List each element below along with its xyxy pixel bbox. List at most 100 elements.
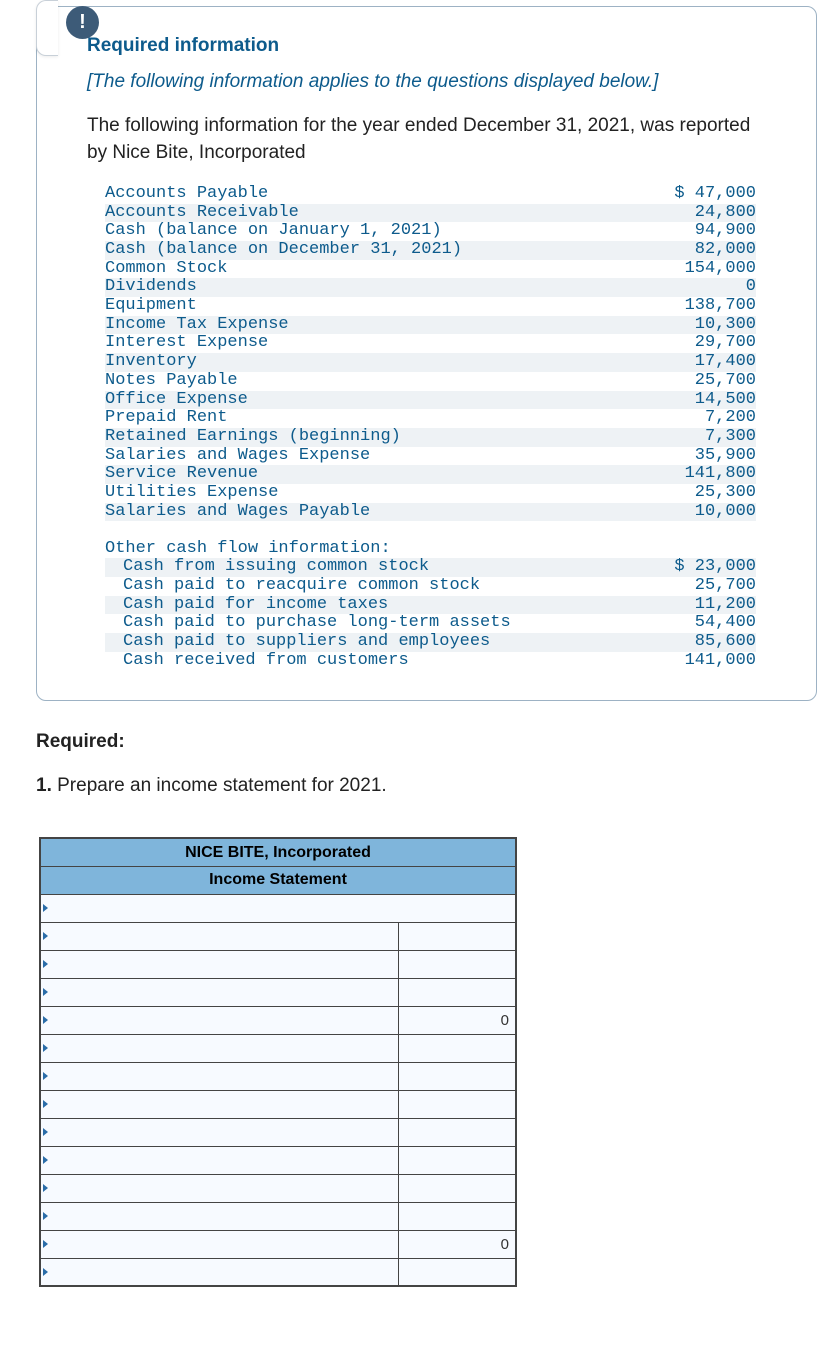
ledger-row: Utilities Expense25,300: [105, 484, 756, 503]
ledger-label: Common Stock: [105, 260, 636, 279]
worksheet-input-label[interactable]: [40, 1090, 398, 1118]
worksheet-input-label[interactable]: [40, 1174, 398, 1202]
ledger-value: 7,200: [636, 409, 756, 428]
worksheet-input-amount[interactable]: [398, 1174, 516, 1202]
ledger-row: Common Stock154,000: [105, 260, 756, 279]
required-label: Required:: [36, 731, 817, 753]
ledger-row: Service Revenue141,800: [105, 465, 756, 484]
ledger-label: Cash paid to purchase long-term assets: [105, 614, 616, 633]
worksheet-input-amount[interactable]: 0: [398, 1006, 516, 1034]
income-statement-worksheet: NICE BITE, Incorporated Income Statement…: [39, 837, 517, 1287]
ledger-value: 14,500: [636, 391, 756, 410]
ledger-value: 82,000: [636, 241, 756, 260]
ledger-row: Salaries and Wages Expense35,900: [105, 447, 756, 466]
ledger-value: 11,200: [616, 596, 756, 615]
ledger-row: Prepaid Rent7,200: [105, 409, 756, 428]
question-number: 1.: [36, 775, 52, 796]
dropdown-icon: [43, 1184, 48, 1192]
dropdown-icon: [43, 904, 48, 912]
ledger-value: 94,900: [636, 222, 756, 241]
ledger-value: 17,400: [636, 353, 756, 372]
worksheet-input-label[interactable]: [40, 1034, 398, 1062]
ledger-value: 138,700: [636, 297, 756, 316]
ledger-value: 0: [636, 278, 756, 297]
dropdown-icon: [43, 1128, 48, 1136]
ledger-value: 141,000: [616, 652, 756, 671]
dropdown-icon: [43, 1016, 48, 1024]
worksheet-input-amount[interactable]: [398, 1034, 516, 1062]
ledger-row: Retained Earnings (beginning)7,300: [105, 428, 756, 447]
worksheet-input-amount[interactable]: [398, 1202, 516, 1230]
ledger-label: Cash paid to reacquire common stock: [105, 577, 616, 596]
worksheet-input-amount[interactable]: [398, 922, 516, 950]
worksheet-input-amount[interactable]: 0: [398, 1230, 516, 1258]
worksheet-input-label[interactable]: [40, 922, 398, 950]
ledger-value: 85,600: [616, 633, 756, 652]
ledger-value: 10,000: [636, 503, 756, 522]
worksheet-input-label[interactable]: [40, 1146, 398, 1174]
worksheet-input-label[interactable]: [40, 1230, 398, 1258]
ledger-label: Service Revenue: [105, 465, 636, 484]
ledger-row: Salaries and Wages Payable10,000: [105, 503, 756, 522]
worksheet-input-amount[interactable]: [398, 978, 516, 1006]
ledger-label: Cash paid for income taxes: [105, 596, 616, 615]
dropdown-icon: [43, 988, 48, 996]
ledger-row: Cash received from customers141,000: [105, 652, 756, 671]
worksheet-input-amount[interactable]: [398, 1118, 516, 1146]
ledger-label: Interest Expense: [105, 334, 636, 353]
worksheet-input-label[interactable]: [40, 1006, 398, 1034]
ledger-label: Dividends: [105, 278, 636, 297]
required-information-panel: Required information [The following info…: [36, 6, 817, 701]
dropdown-icon: [43, 1156, 48, 1164]
cashflow-table: Cash from issuing common stock$ 23,000Ca…: [87, 558, 766, 670]
ledger-label: Cash (balance on December 31, 2021): [105, 241, 636, 260]
ledger-label: Income Tax Expense: [105, 316, 636, 335]
dropdown-icon: [43, 1240, 48, 1248]
dropdown-icon: [43, 1212, 48, 1220]
worksheet-input-label[interactable]: [40, 978, 398, 1006]
question-1: 1. Prepare an income statement for 2021.: [36, 775, 817, 797]
dropdown-icon: [43, 1072, 48, 1080]
dropdown-icon: [43, 960, 48, 968]
ledger-label: Cash paid to suppliers and employees: [105, 633, 616, 652]
worksheet-input-label[interactable]: [40, 950, 398, 978]
worksheet-input-amount[interactable]: [398, 1146, 516, 1174]
worksheet-input-label[interactable]: [40, 1202, 398, 1230]
worksheet-input-amount[interactable]: [398, 1062, 516, 1090]
ledger-row: Equipment138,700: [105, 297, 756, 316]
dropdown-icon: [43, 932, 48, 940]
ledger-label: Cash (balance on January 1, 2021): [105, 222, 636, 241]
worksheet-input-amount[interactable]: [398, 950, 516, 978]
ledger-value: 24,800: [636, 204, 756, 223]
worksheet-header-title: Income Statement: [40, 866, 516, 894]
page-edge-decoration: [36, 0, 58, 56]
ledger-row: Inventory17,400: [105, 353, 756, 372]
ledger-table: Accounts Payable$ 47,000Accounts Receiva…: [87, 185, 766, 521]
ledger-label: Equipment: [105, 297, 636, 316]
worksheet-input-label[interactable]: [40, 1118, 398, 1146]
ledger-value: 29,700: [636, 334, 756, 353]
ledger-value: 35,900: [636, 447, 756, 466]
ledger-value: 154,000: [636, 260, 756, 279]
ledger-row: Cash paid to reacquire common stock25,70…: [105, 577, 756, 596]
ledger-label: Cash received from customers: [105, 652, 616, 671]
question-text: Prepare an income statement for 2021.: [52, 775, 387, 796]
worksheet-input-label[interactable]: [40, 1062, 398, 1090]
ledger-label: Accounts Payable: [105, 185, 636, 204]
ledger-value: 7,300: [636, 428, 756, 447]
dropdown-icon: [43, 1044, 48, 1052]
worksheet-input-label[interactable]: [40, 1258, 398, 1286]
ledger-label: Office Expense: [105, 391, 636, 410]
ledger-value: 25,700: [616, 577, 756, 596]
worksheet-input-amount[interactable]: [398, 1258, 516, 1286]
ledger-row: Cash (balance on January 1, 2021)94,900: [105, 222, 756, 241]
cashflow-header: Other cash flow information:: [87, 539, 766, 558]
dropdown-icon: [43, 1100, 48, 1108]
worksheet-input-amount[interactable]: [398, 1090, 516, 1118]
intro-text: The following information for the year e…: [87, 113, 766, 167]
worksheet-input-full[interactable]: [40, 894, 516, 922]
ledger-label: Utilities Expense: [105, 484, 636, 503]
ledger-value: 141,800: [636, 465, 756, 484]
ledger-row: Dividends0: [105, 278, 756, 297]
ledger-label: Notes Payable: [105, 372, 636, 391]
